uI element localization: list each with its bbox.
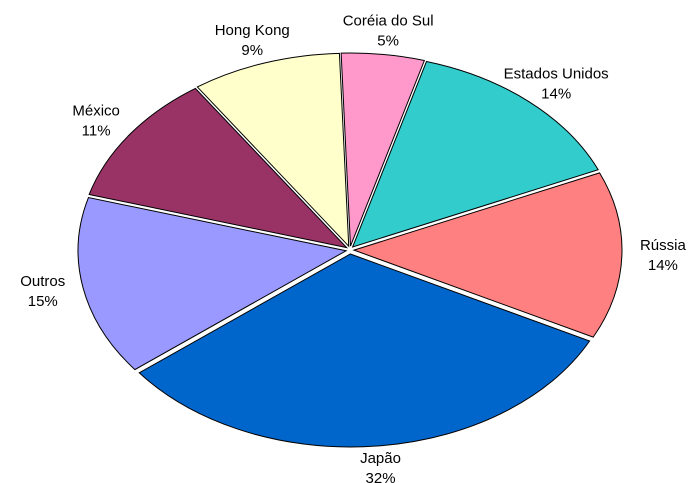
slice-value-label: 32%: [366, 470, 396, 483]
pie-slice: [352, 172, 623, 338]
pie-slice: [138, 253, 591, 448]
slice-label: Rússia: [640, 237, 687, 254]
slice-value-label: 5%: [377, 33, 399, 50]
slice-value-label: 9%: [241, 42, 263, 59]
pie-slice: [196, 52, 350, 248]
slice-value-label: 15%: [28, 293, 58, 310]
slice-label: México: [72, 102, 120, 119]
slice-value-label: 11%: [82, 122, 111, 139]
pie-slice: [88, 87, 349, 249]
slice-value-label: 14%: [648, 257, 678, 274]
pie-slice: [77, 196, 348, 371]
slice-label: Outros: [20, 273, 65, 290]
pie-slice: [340, 52, 426, 247]
slice-label: Estados Unidos: [504, 65, 609, 82]
pie-slice: [351, 60, 599, 248]
slice-label: Coréia do Sul: [343, 13, 434, 30]
slice-label: Hong Kong: [215, 22, 290, 39]
slice-label: Japão: [360, 450, 401, 467]
slice-value-label: 14%: [541, 85, 571, 102]
